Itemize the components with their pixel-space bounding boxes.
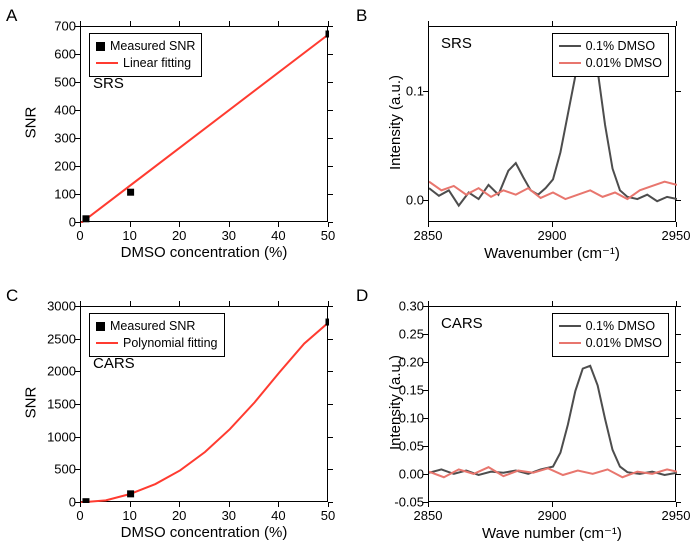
line-icon [96, 62, 118, 64]
panel-c-label: C [6, 286, 18, 306]
panel-c-ylabel: SNR [22, 387, 39, 419]
tick-label: 2900 [538, 508, 567, 523]
tick-label: 600 [51, 47, 76, 62]
panel-a-label: A [6, 6, 17, 26]
tick-label: 30 [222, 228, 236, 243]
tick-label: 0.10 [392, 411, 424, 426]
tick-label: 2900 [538, 228, 567, 243]
tick-label: 0 [76, 508, 83, 523]
tick-label: 2000 [44, 364, 76, 379]
legend-label: 0.01% DMSO [586, 335, 662, 352]
panel-b-xlabel: Wavenumber (cm⁻¹) [428, 244, 676, 262]
legend-label: 0.1% DMSO [586, 38, 655, 55]
line-icon [559, 45, 581, 47]
panel-b-legend: 0.1% DMSO 0.01% DMSO [552, 33, 669, 77]
legend-label: Measured SNR [110, 318, 195, 335]
tick-label: 10 [122, 508, 136, 523]
tick-label: 2500 [44, 331, 76, 346]
panel-d-plot: CARS 0.1% DMSO 0.01% DMSO [428, 306, 676, 502]
panel-d-xlabel: Wave number (cm⁻¹) [428, 524, 676, 542]
square-marker-icon [96, 42, 105, 51]
panel-d-label: D [356, 286, 368, 306]
tick-label: 2950 [662, 508, 691, 523]
tick-label: 100 [51, 187, 76, 202]
panel-a-xlabel: DMSO concentration (%) [80, 244, 328, 261]
tick-label: 0 [76, 228, 83, 243]
panel-c-text: CARS [93, 355, 135, 372]
tick-label: 50 [321, 228, 335, 243]
tick-label: 300 [51, 131, 76, 146]
tick-label: 0.15 [392, 383, 424, 398]
line-icon [559, 62, 581, 64]
tick-label: 50 [321, 508, 335, 523]
tick-label: 0 [65, 215, 76, 230]
line-icon [559, 342, 581, 344]
legend-label: 0.01% DMSO [586, 55, 662, 72]
tick-label: 20 [172, 228, 186, 243]
tick-label: 30 [222, 508, 236, 523]
panel-d-legend: 0.1% DMSO 0.01% DMSO [552, 313, 669, 357]
tick-label: 0.05 [392, 439, 424, 454]
tick-label: 0.25 [392, 327, 424, 342]
tick-label: 40 [271, 228, 285, 243]
legend-label: 0.1% DMSO [586, 318, 655, 335]
tick-label: 0.0 [399, 193, 424, 208]
tick-label: 10 [122, 228, 136, 243]
tick-label: 0 [65, 495, 76, 510]
legend-label: Linear fitting [123, 55, 191, 72]
panel-a-ylabel: SNR [22, 107, 39, 139]
tick-label: 500 [51, 75, 76, 90]
tick-label: 40 [271, 508, 285, 523]
panel-c-legend: Measured SNR Polynomial fitting [89, 313, 225, 357]
panel-b-text: SRS [441, 35, 472, 52]
tick-label: 2850 [414, 228, 443, 243]
legend-label: Polynomial fitting [123, 335, 218, 352]
panel-c-xlabel: DMSO concentration (%) [80, 524, 328, 541]
line-icon [559, 325, 581, 327]
tick-label: 0.20 [392, 355, 424, 370]
line-icon [96, 342, 118, 344]
tick-label: 400 [51, 103, 76, 118]
tick-label: 0.30 [392, 299, 424, 314]
tick-label: 0.00 [392, 467, 424, 482]
panel-b-plot: SRS 0.1% DMSO 0.01% DMSO [428, 26, 676, 222]
panel-a-plot: Measured SNR Linear fitting SRS [80, 26, 328, 222]
tick-label: 0.1 [399, 84, 424, 99]
panel-a-legend: Measured SNR Linear fitting [89, 33, 202, 77]
tick-label: 1000 [44, 429, 76, 444]
tick-label: 1500 [44, 397, 76, 412]
tick-label: 500 [51, 462, 76, 477]
panel-b-label: B [356, 6, 367, 26]
square-marker-icon [96, 322, 105, 331]
panel-d-text: CARS [441, 315, 483, 332]
tick-label: 3000 [44, 299, 76, 314]
panel-c-plot: Measured SNR Polynomial fitting CARS [80, 306, 328, 502]
legend-label: Measured SNR [110, 38, 195, 55]
tick-label: -0.05 [385, 495, 424, 510]
panel-a-text: SRS [93, 75, 124, 92]
tick-label: 200 [51, 159, 76, 174]
tick-label: 20 [172, 508, 186, 523]
tick-label: 2850 [414, 508, 443, 523]
tick-label: 2950 [662, 228, 691, 243]
tick-label: 700 [51, 19, 76, 34]
